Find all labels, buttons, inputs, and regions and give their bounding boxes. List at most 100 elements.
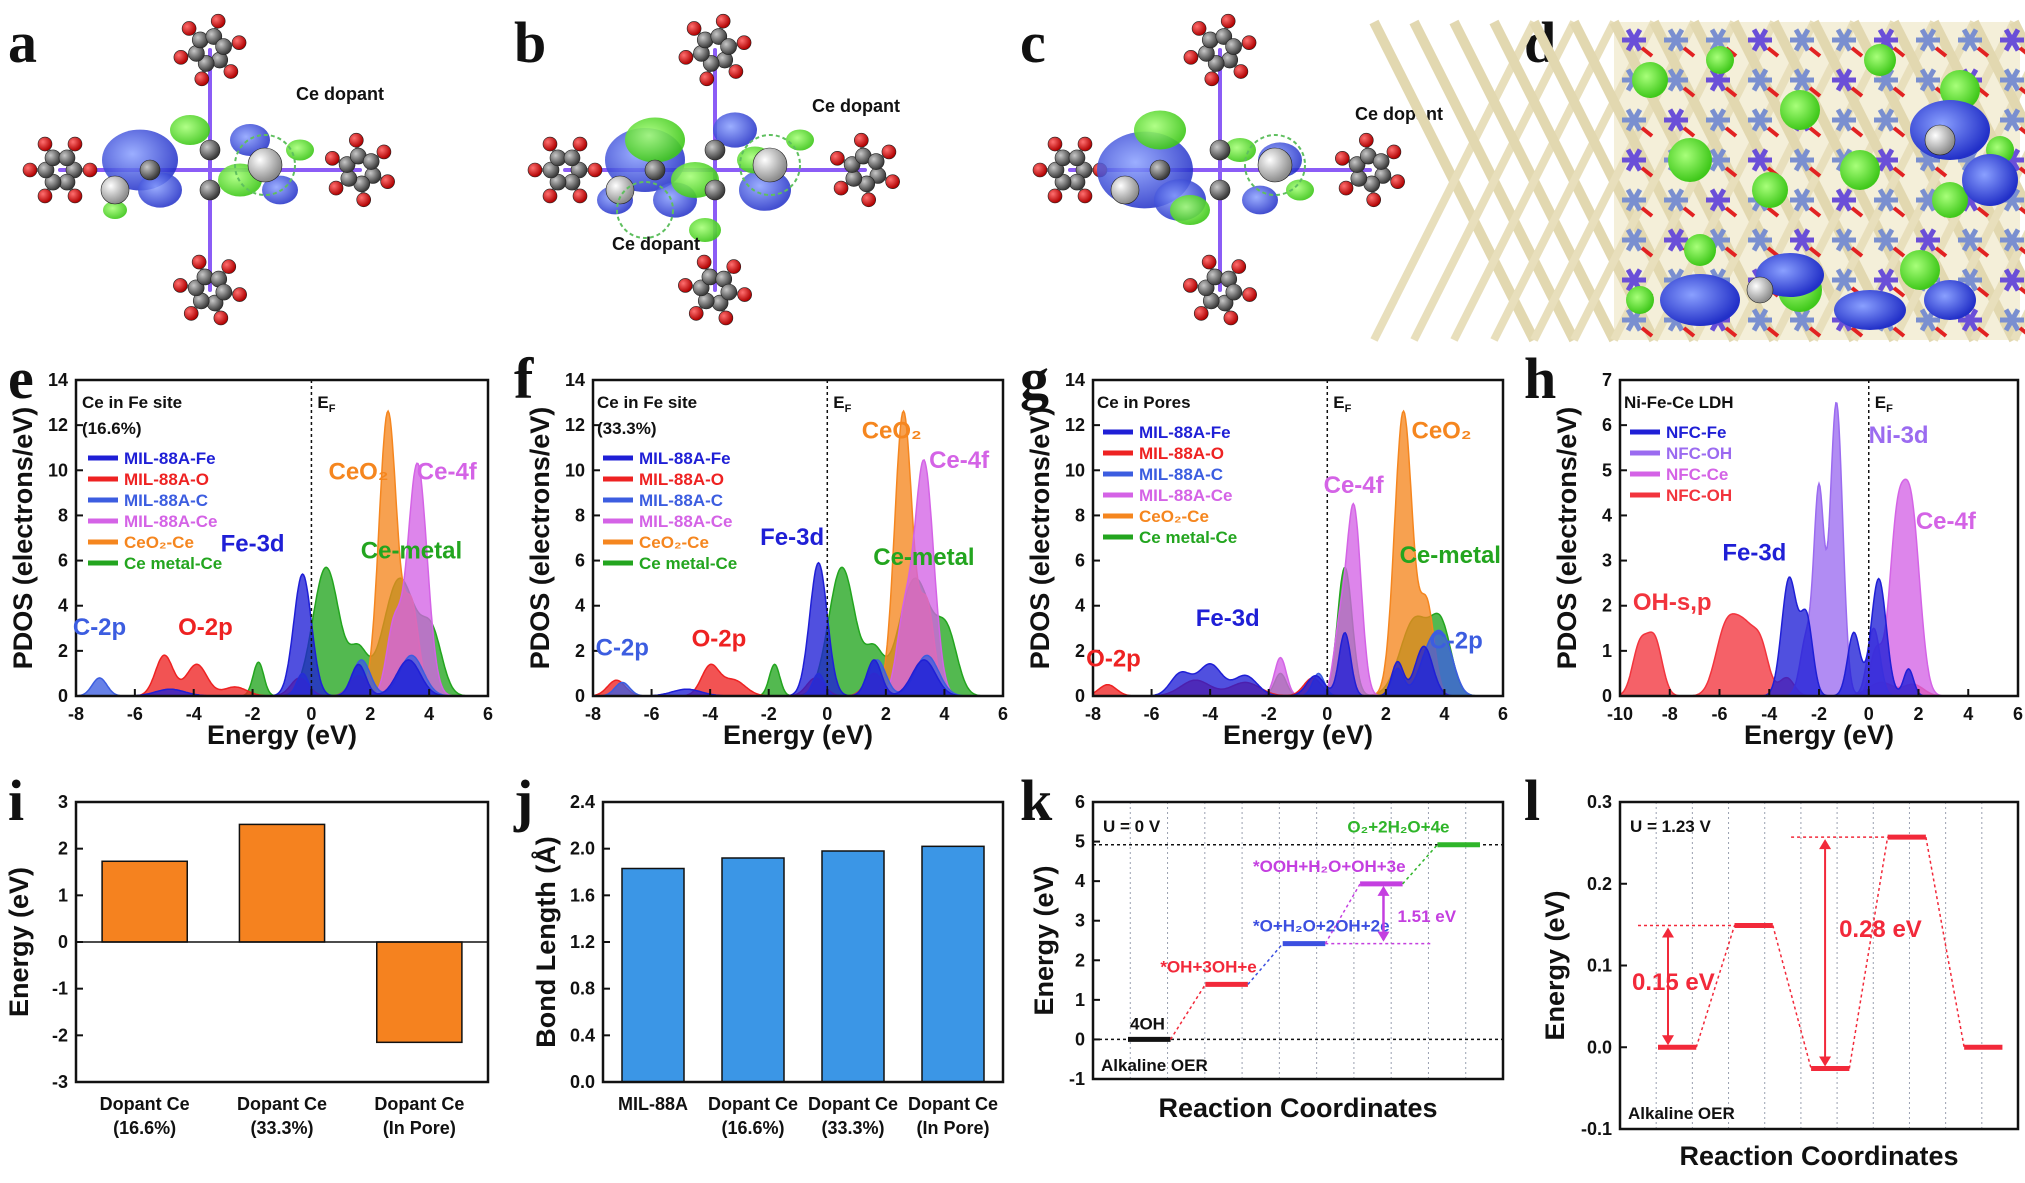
orbital-lobe-green (1224, 138, 1256, 162)
oxygen-atom (223, 64, 239, 79)
y-tick-label: 3 (58, 792, 68, 812)
x-tick-label: -4 (1761, 704, 1777, 724)
carbon-atom (720, 38, 737, 55)
y-tick-label: 14 (48, 370, 68, 390)
oxygen-atom (231, 35, 247, 50)
y-tick-label: 0.2 (1587, 874, 1612, 894)
legend-entry: NFC-OH (1666, 444, 1732, 463)
metal-star (1793, 228, 1811, 252)
y-tick-label: 2 (58, 641, 68, 661)
oxygen-atom (1231, 259, 1247, 274)
ce-atom (1746, 276, 1774, 304)
oxygen-atom (572, 136, 588, 152)
oxygen-atom (696, 254, 712, 270)
legend-entry: MIL-88A-O (639, 470, 724, 489)
ce-dopant-label-a: Ce dopant (296, 84, 384, 104)
metal-star (1667, 188, 1685, 212)
y-tick-label: 5 (1602, 460, 1612, 480)
metal-star (1667, 228, 1685, 252)
bar (721, 857, 785, 1083)
metal-atom (199, 179, 221, 201)
orbital-lobe-green (103, 201, 127, 219)
metal-star (2003, 268, 2021, 292)
panel-letter-i: i (8, 768, 24, 833)
y-tick-label: 0 (58, 932, 68, 952)
x-tick-label: -6 (127, 704, 143, 724)
oh-bond (1682, 126, 1696, 138)
category-label: (16.6%) (113, 1118, 176, 1138)
metal-atom (644, 159, 666, 181)
x-tick-label: -2 (1811, 704, 1827, 724)
oh-bond (1640, 246, 1654, 258)
orbital-lobe-blue (1242, 185, 1278, 215)
panel-letter-g: g (1020, 346, 1049, 411)
legend-entry: MIL-88A-O (124, 470, 209, 489)
oh-bond (1850, 46, 1864, 58)
x-axis-title: Energy (eV) (723, 720, 873, 750)
metal-star (1919, 228, 1937, 252)
y-tick-label: 12 (1065, 415, 1085, 435)
connector (1925, 837, 1965, 1048)
oxygen-atom (1047, 136, 1063, 152)
metal-star (1751, 108, 1769, 132)
oxygen-atom (1223, 310, 1239, 326)
oxygen-atom (881, 144, 897, 160)
x-tick-label: 4 (424, 704, 434, 724)
lattice-strut (1490, 20, 1658, 342)
carbon-atom (44, 149, 62, 167)
y-tick-label: 4 (58, 596, 68, 616)
bar (821, 850, 885, 1083)
oxygen-atom (325, 151, 340, 166)
oh-bond (1934, 46, 1948, 58)
connector (1772, 925, 1812, 1069)
orbital-lobe-green (1864, 44, 1896, 76)
y-tick-label: -1 (1069, 1069, 1085, 1089)
carbon-atom (701, 268, 719, 286)
metal-star (1667, 68, 1685, 92)
legend-entry: Ce metal-Ce (124, 554, 222, 573)
oh-bond (1724, 326, 1738, 338)
oh-bond (1934, 246, 1948, 258)
step-label: *OOH+H₂O+OH+3e (1253, 857, 1406, 876)
y-tick-label: 4 (575, 596, 585, 616)
carbon-atom (549, 149, 567, 167)
legend-entry: MIL-88A-Ce (639, 512, 733, 531)
orbital-lobe-green (1752, 172, 1788, 208)
orbital-lobe-green (1626, 286, 1654, 314)
oxygen-atom (1077, 136, 1093, 152)
panel-title: Ce in Pores (1097, 393, 1191, 412)
oh-bond (1808, 126, 1822, 138)
oh-bond (1808, 86, 1822, 98)
y-axis-title: Energy (eV) (1540, 890, 1570, 1040)
orbital-lobe-green (689, 218, 721, 242)
oxygen-atom (678, 278, 693, 293)
x-tick-label: -8 (1085, 704, 1101, 724)
legend-entry: NFC-Fe (1666, 423, 1726, 442)
x-tick-label: 2 (365, 704, 375, 724)
carbon-atom (867, 153, 885, 170)
structure-panel-b (527, 13, 900, 326)
oh-bond (1892, 206, 1906, 218)
plot-frame (74, 378, 490, 698)
category-label: (16.6%) (721, 1118, 784, 1138)
oh-bond (2018, 166, 2025, 175)
orbital-lobe-green (1170, 195, 1210, 225)
legend-entry: MIL-88A-C (1139, 465, 1223, 484)
panel-subtitle: (33.3%) (597, 419, 657, 438)
oxygen-atom (1032, 162, 1048, 178)
oh-bond (1892, 46, 1906, 58)
x-tick-label: -8 (68, 704, 84, 724)
step-label: 4OH (1130, 1014, 1165, 1033)
metal-star (1751, 68, 1769, 92)
oxygen-atom (861, 192, 876, 208)
legend-entry: Ce metal-Ce (1139, 528, 1237, 547)
orbital-lobe-green (1840, 150, 1880, 190)
carbon-atom (215, 283, 233, 301)
metal-star (2003, 308, 2021, 332)
metal-star (1709, 188, 1727, 212)
metal-star (1793, 68, 1811, 92)
oh-bond (1724, 166, 1738, 178)
x-tick-label: -4 (186, 704, 202, 724)
x-axis-title: Energy (eV) (1744, 720, 1894, 750)
metal-star (2003, 188, 2021, 212)
